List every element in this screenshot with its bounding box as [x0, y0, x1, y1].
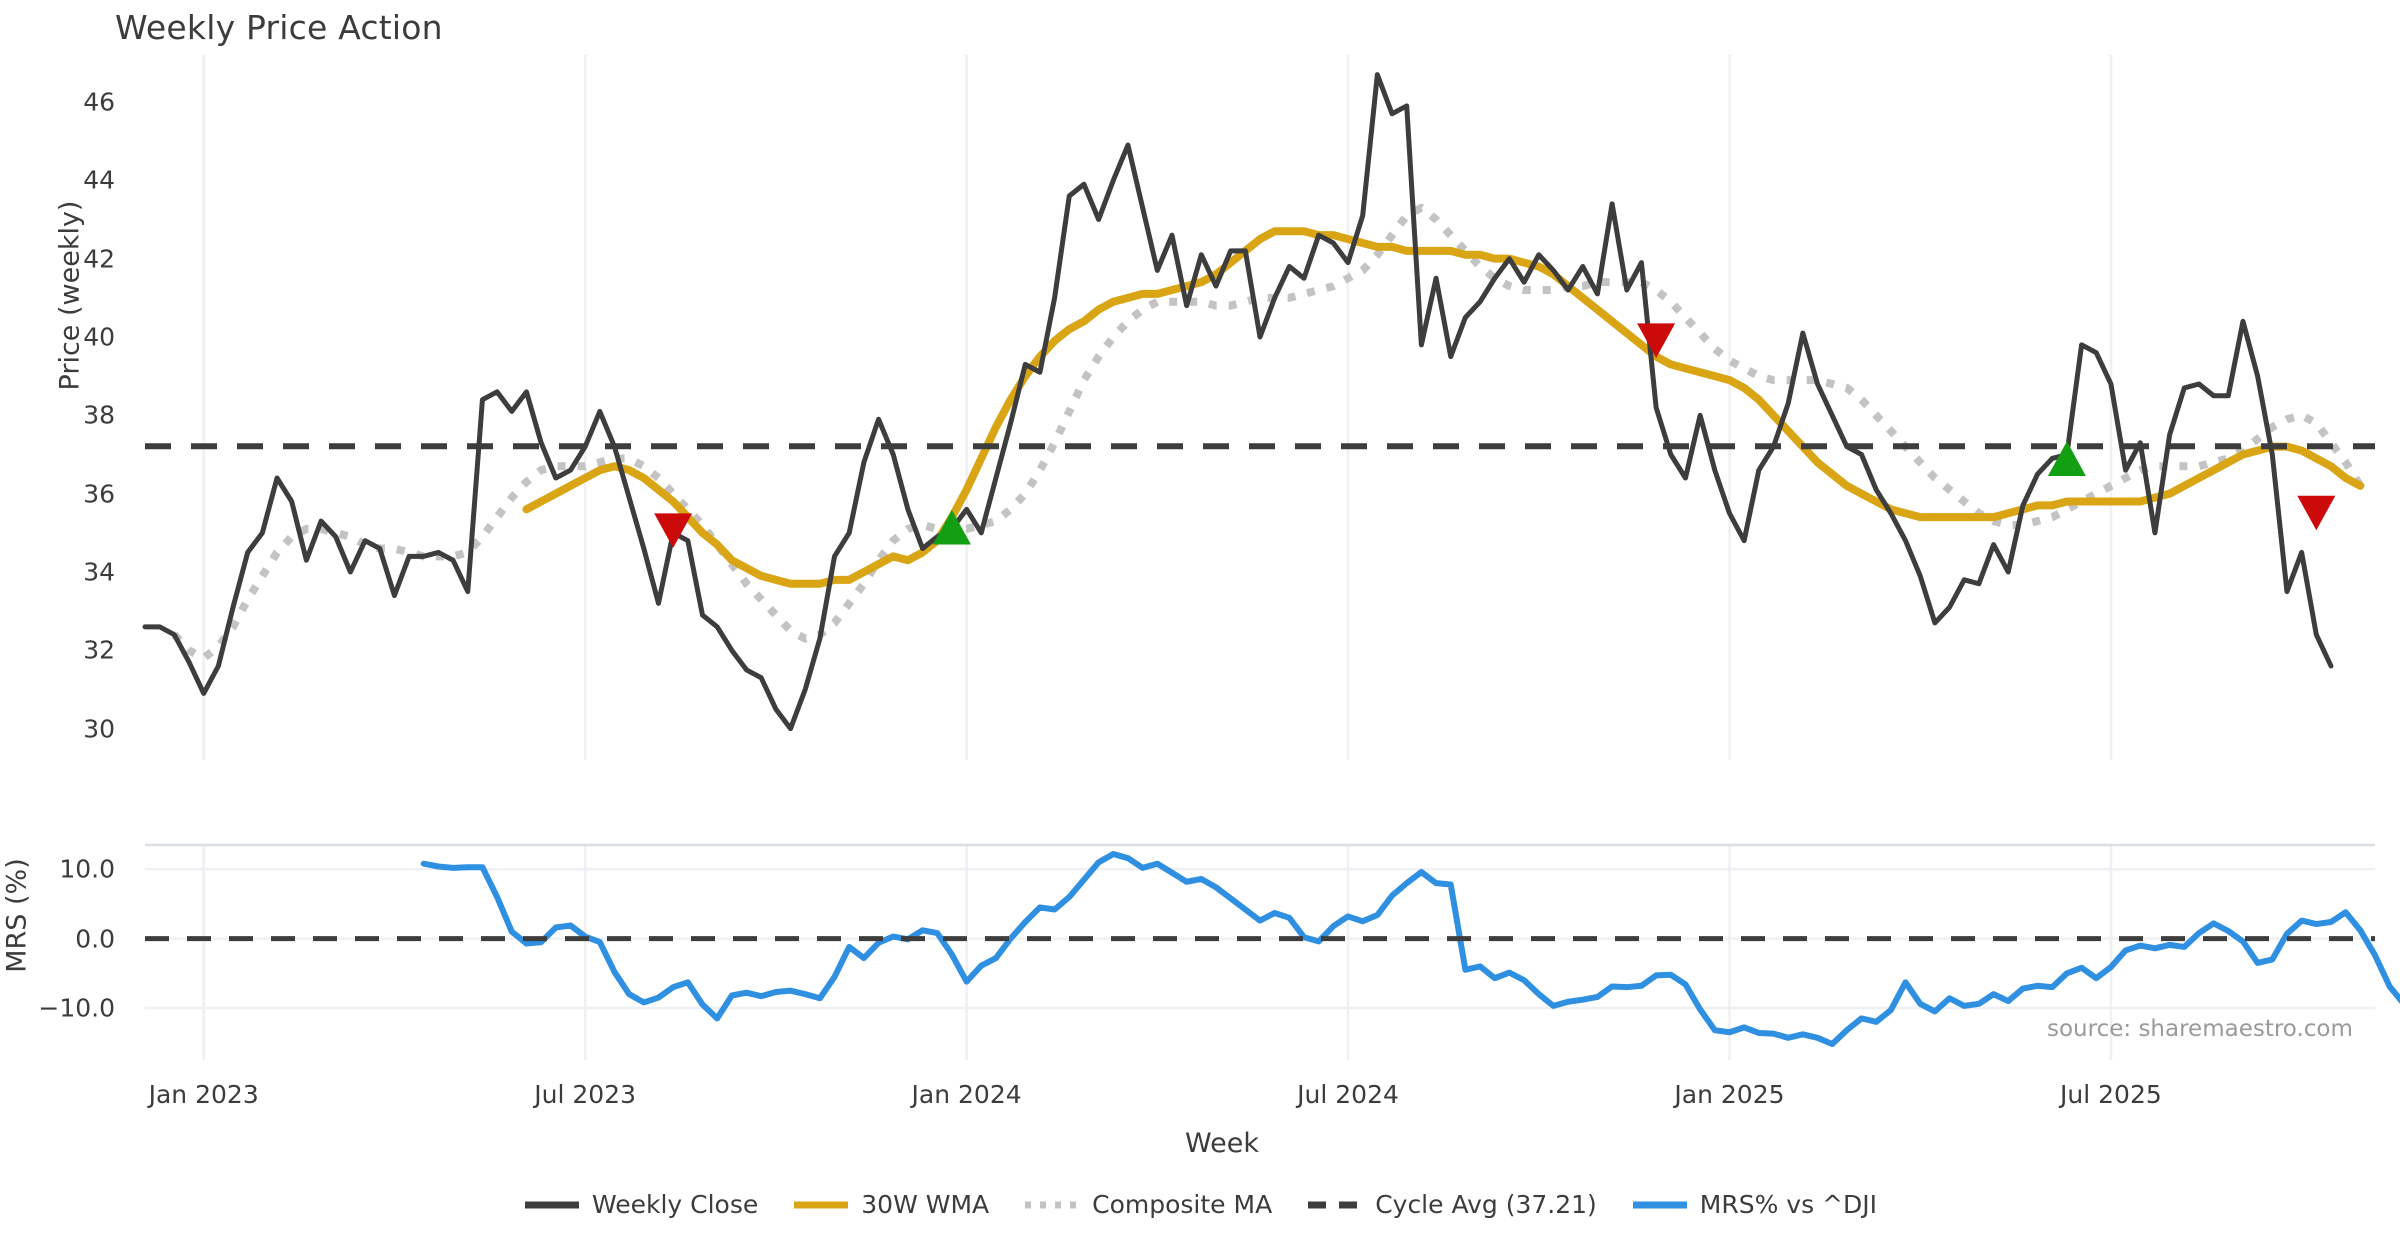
price-y-tick: 46 [83, 87, 115, 117]
series-lines [142, 72, 2400, 1048]
legend-30w-wma-label: 30W WMA [861, 1190, 990, 1219]
price-y-tick: 44 [83, 165, 115, 195]
legend-cycle-avg[interactable]: Cycle Avg (37.21) [1306, 1190, 1597, 1219]
chart-legend: Weekly Close 30W WMA Composite MA Cycle Avg… [0, 1190, 2400, 1219]
mrs-y-tick: 10.0 [59, 854, 115, 884]
legend-cycle-avg-swatch-icon [1306, 1196, 1364, 1214]
legend-composite-ma-label: Composite MA [1092, 1190, 1273, 1219]
price-y-tick: 34 [83, 557, 115, 587]
buy-signal-marker [2047, 441, 2086, 476]
x-tick: Jul 2024 [1297, 1080, 1399, 1109]
x-tick: Jan 2023 [148, 1080, 259, 1109]
x-tick: Jul 2023 [534, 1080, 636, 1109]
gridlines [145, 55, 2375, 1060]
legend-cycle-avg-label: Cycle Avg (37.21) [1375, 1190, 1597, 1219]
buy-signal-marker [932, 509, 971, 545]
signal-markers [654, 323, 2336, 548]
page-title: Weekly Price Action [115, 8, 443, 47]
x-tick: Jan 2025 [1674, 1080, 1785, 1109]
price-y-tick: 30 [83, 714, 115, 744]
mrs-y-tick: 0.0 [75, 924, 115, 954]
legend-weekly-close-label: Weekly Close [591, 1190, 759, 1219]
legend-30w-wma-swatch-icon [792, 1196, 850, 1214]
price-y-tick: 42 [83, 244, 115, 274]
series-30w-wma [522, 227, 2365, 588]
legend-30w-wma[interactable]: 30W WMA [792, 1190, 989, 1219]
price-y-tick: 38 [83, 400, 115, 430]
legend-composite-ma-swatch-icon [1023, 1196, 1081, 1214]
source-watermark: source: sharemaestro.com [2047, 1016, 2353, 1042]
legend-mrs-swatch-icon [1631, 1196, 1689, 1214]
sell-signal-marker [654, 513, 693, 548]
series-mrs-vs-dji [420, 851, 2400, 1048]
legend-weekly-close-swatch-icon [523, 1196, 581, 1214]
price-y-tick: 32 [83, 635, 115, 665]
series-composite-ma [171, 203, 2364, 663]
series-weekly-close [142, 72, 2334, 732]
legend-mrs-label: MRS% vs ^DJI [1699, 1190, 1878, 1219]
x-axis-label: Week [1185, 1128, 1259, 1159]
x-tick: Jan 2024 [911, 1080, 1022, 1109]
legend-mrs[interactable]: MRS% vs ^DJI [1631, 1190, 1877, 1219]
legend-weekly-close[interactable]: Weekly Close [523, 1190, 758, 1219]
sell-signal-marker [1637, 323, 1676, 358]
price-y-tick: 36 [83, 479, 115, 509]
price-y-tick: 40 [83, 322, 115, 352]
sell-signal-marker [2297, 495, 2336, 531]
legend-composite-ma[interactable]: Composite MA [1023, 1190, 1272, 1219]
mrs-y-tick: −10.0 [38, 993, 115, 1023]
x-tick: Jul 2025 [2060, 1080, 2162, 1109]
